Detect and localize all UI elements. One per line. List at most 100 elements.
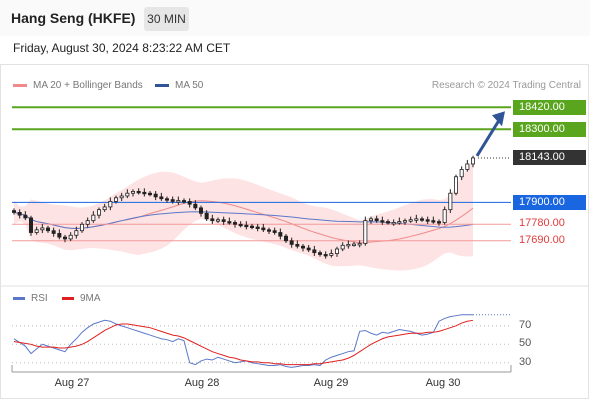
timeframe-button[interactable]: 30 MIN: [144, 7, 189, 31]
candle: [170, 199, 175, 202]
candle: [289, 240, 294, 245]
candle: [164, 198, 169, 201]
candle: [414, 218, 419, 221]
rsi-ma9-line: [13, 319, 474, 366]
candle: [108, 201, 113, 208]
candle: [97, 209, 102, 216]
candle: [272, 230, 277, 233]
candle: [346, 244, 351, 247]
candle: [442, 209, 447, 223]
level-tag-support: 17780.00: [519, 217, 565, 230]
candle: [278, 232, 283, 237]
candle: [11, 210, 16, 213]
candle: [85, 220, 90, 225]
candle: [357, 243, 362, 246]
candle: [187, 201, 192, 205]
candle: [312, 249, 317, 254]
candle: [295, 244, 300, 247]
candle: [238, 223, 243, 227]
legend-ma20-label: MA 20 + Bollinger Bands: [33, 80, 143, 91]
candle: [198, 207, 203, 214]
candle: [329, 253, 334, 256]
legend-rsi-label: RSI: [31, 293, 48, 304]
candle: [119, 195, 124, 199]
legend-9ma-label: 9MA: [80, 293, 101, 304]
header-bar: [0, 0, 590, 36]
candle: [68, 234, 73, 240]
candle: [261, 227, 266, 231]
candle: [34, 229, 39, 233]
candle: [51, 230, 56, 234]
candle: [425, 219, 430, 222]
candle: [57, 233, 62, 238]
candle: [28, 217, 33, 233]
candle: [210, 218, 215, 222]
candle: [283, 235, 288, 242]
candle: [334, 248, 339, 254]
candle: [402, 220, 407, 223]
candle: [136, 190, 141, 194]
rsi-tick-label: 50: [519, 337, 532, 350]
candle: [266, 229, 271, 232]
candle: [317, 252, 322, 255]
candle: [385, 221, 390, 224]
candle: [453, 176, 458, 194]
legend-ma50: MA 50: [155, 80, 203, 91]
x-tick-label: Aug 28: [184, 377, 220, 389]
legend-rsi: RSI: [13, 293, 48, 304]
candle: [431, 220, 436, 223]
candle: [419, 218, 424, 221]
bollinger-band: [14, 160, 473, 271]
candle: [448, 192, 453, 211]
candle: [470, 157, 475, 165]
level-tag-support: 17690.00: [519, 233, 565, 246]
candle: [80, 223, 85, 232]
candle: [17, 212, 22, 216]
date-label: Friday, August 30, 2024 8:23:22 AM CET: [13, 41, 231, 55]
legend-9ma: 9MA: [62, 293, 101, 304]
candle: [408, 219, 413, 222]
x-tick-label: Aug 29: [313, 377, 349, 389]
candle: [46, 227, 51, 232]
target-arrow: [475, 119, 501, 157]
candle: [40, 227, 45, 231]
rsi-tick-label: 70: [519, 318, 532, 331]
candle: [130, 190, 135, 194]
candle: [153, 193, 158, 198]
candle: [374, 218, 379, 222]
candle: [300, 245, 305, 249]
candle: [227, 221, 232, 224]
candle: [340, 244, 345, 250]
ma50-line: [13, 211, 474, 229]
level-tag-pivot: 17900.00: [513, 194, 586, 210]
candle: [23, 214, 28, 219]
candle: [159, 196, 164, 200]
candle: [193, 203, 198, 209]
rsi-swatch: [13, 297, 25, 300]
candle: [436, 221, 441, 224]
candle: [204, 212, 209, 220]
candle: [255, 226, 260, 229]
x-tick-label: Aug 27: [54, 377, 90, 389]
candle: [181, 200, 186, 203]
candle: [465, 163, 470, 170]
candle: [221, 219, 226, 222]
level-tag-target: 18420.00: [513, 99, 586, 115]
candle: [397, 221, 402, 224]
candle: [176, 200, 181, 203]
candle: [125, 192, 130, 197]
candle: [244, 224, 249, 228]
rsi-line: [13, 314, 473, 368]
level-tag-target: 18300.00: [513, 121, 586, 137]
candle: [363, 220, 368, 244]
page-title: Hang Seng (HKFE): [11, 10, 136, 26]
candle: [459, 169, 464, 178]
candle: [323, 254, 328, 257]
candle: [114, 197, 119, 202]
candle: [74, 230, 79, 236]
arrow-head-icon: [492, 111, 505, 127]
candle: [391, 222, 396, 225]
candle: [351, 243, 356, 246]
ma9-swatch: [62, 297, 74, 300]
